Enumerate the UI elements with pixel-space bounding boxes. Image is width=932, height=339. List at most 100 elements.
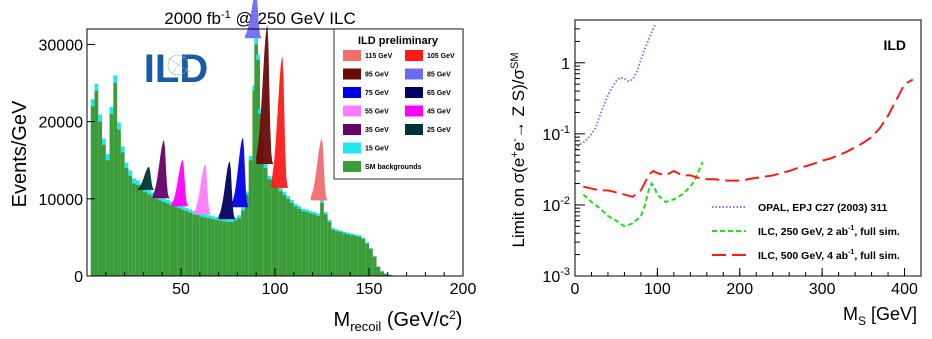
bar-SM-backgrounds [226, 221, 230, 276]
bar-SM-backgrounds [301, 211, 306, 276]
bar-15-GeV [90, 99, 95, 107]
bar-15-GeV [181, 206, 185, 210]
bar-15-GeV [135, 180, 140, 185]
legend-label: OPAL, EPJ C27 (2003) 311 [758, 202, 888, 214]
peak-115-GeV [310, 138, 328, 201]
peak-35-GeV [152, 140, 170, 199]
line-OPAL [575, 22, 657, 151]
bar-SM-backgrounds [241, 210, 245, 276]
right-chart-x-ticks: 0 100 200 300 400 [571, 268, 922, 298]
x-tick-label: 300 [809, 281, 836, 298]
bar-15-GeV [369, 248, 373, 249]
bar-SM-backgrounds [177, 208, 181, 276]
bar-15-GeV [342, 231, 347, 234]
bar-15-GeV [361, 237, 366, 239]
bar-15-GeV [117, 122, 121, 130]
bar-SM-backgrounds [229, 221, 234, 276]
y-tick-label: 1 [561, 56, 570, 73]
bar-SM-backgrounds [132, 183, 136, 276]
bar-15-GeV [323, 212, 328, 215]
line-ILC [583, 78, 914, 198]
bar-SM-backgrounds [117, 129, 121, 276]
bar-15-GeV [105, 154, 110, 161]
bar-15-GeV [290, 199, 294, 203]
bar-15-GeV [162, 198, 166, 202]
bar-15-GeV [177, 204, 181, 209]
bar-SM-backgrounds [372, 256, 377, 276]
bar-SM-backgrounds [305, 211, 309, 276]
bar-15-GeV [203, 214, 208, 218]
bar-15-GeV [120, 146, 125, 153]
bar-15-GeV [263, 164, 268, 168]
bar-SM-backgrounds [233, 220, 238, 276]
bar-SM-backgrounds [376, 266, 381, 276]
y-tick-label: 0 [74, 269, 83, 286]
bar-SM-backgrounds [327, 221, 332, 276]
line-ILC [582, 161, 704, 228]
bar-15-GeV [301, 208, 306, 212]
bar-SM-backgrounds [196, 215, 200, 276]
left-chart: 2000 fb-1 @ 250 GeV ILC 50 100 150 200 0 100… [9, 0, 476, 334]
bar-15-GeV [109, 106, 114, 114]
bar-15-GeV [258, 109, 262, 114]
y-tick-label: 30000 [39, 37, 84, 54]
bar-SM-backgrounds [154, 198, 159, 276]
bar-SM-backgrounds [346, 234, 351, 276]
bar-SM-backgrounds [113, 83, 118, 276]
bar-SM-backgrounds [143, 191, 148, 276]
bar-15-GeV [278, 187, 283, 192]
legend-swatch [343, 142, 361, 154]
bar-SM-backgrounds [297, 208, 302, 276]
bar-SM-backgrounds [387, 274, 392, 276]
legend-label: 15 GeV [365, 146, 389, 153]
bar-15-GeV [256, 54, 260, 60]
legend-swatch [343, 50, 361, 61]
legend-swatch [343, 105, 361, 117]
peak-45-GeV [171, 159, 189, 207]
legend-swatch [343, 87, 361, 98]
bar-15-GeV [316, 213, 321, 216]
left-chart-x-ticks: 50 100 150 200 [105, 268, 476, 298]
bar-SM-backgrounds [94, 90, 99, 276]
legend-swatch [343, 124, 361, 135]
bar-SM-backgrounds [271, 183, 275, 276]
x-tick-label: 150 [356, 281, 383, 298]
bar-15-GeV [98, 114, 103, 122]
bar-SM-backgrounds [105, 160, 110, 276]
bar-SM-backgrounds [150, 196, 155, 276]
legend-label: 65 GeV [427, 90, 451, 97]
x-tick-label: 200 [726, 281, 753, 298]
legend-label: 115 GeV [365, 53, 393, 60]
bar-15-GeV [94, 83, 99, 91]
bar-SM-backgrounds [350, 235, 354, 276]
bar-15-GeV [214, 216, 219, 220]
bar-15-GeV [132, 178, 136, 184]
bar-SM-backgrounds [173, 206, 178, 276]
bar-SM-backgrounds [203, 217, 208, 276]
legend-swatch [343, 161, 361, 172]
ild-logo: ILD [135, 35, 215, 99]
y-tick-label: 10-1 [542, 124, 570, 144]
bar-15-GeV [335, 229, 339, 232]
bar-SM-backgrounds [278, 191, 283, 276]
bar-SM-backgrounds [109, 113, 114, 276]
legend-label: 55 GeV [365, 109, 389, 116]
bar-SM-backgrounds [192, 214, 197, 276]
bar-SM-backgrounds [199, 216, 204, 276]
y-tick-label: 20000 [39, 115, 84, 132]
peak-65-GeV [218, 161, 236, 220]
bar-SM-backgrounds [312, 214, 317, 276]
bar-15-GeV [169, 201, 174, 205]
bar-SM-backgrounds [293, 206, 298, 276]
left-chart-y-ticks: 0 10000 20000 30000 [39, 37, 95, 286]
legend-swatch [343, 68, 361, 80]
legend-label: ILC, 500 GeV, 4 ab-1, full sim. [758, 249, 900, 262]
bar-SM-backgrounds [139, 188, 144, 276]
bar-15-GeV [207, 215, 212, 219]
bar-SM-backgrounds [165, 203, 170, 276]
bar-SM-backgrounds [335, 231, 339, 276]
bar-SM-backgrounds [308, 213, 313, 276]
left-chart-signal-peaks [137, 0, 328, 220]
legend-label: 75 GeV [365, 90, 389, 97]
bar-SM-backgrounds [248, 160, 253, 276]
